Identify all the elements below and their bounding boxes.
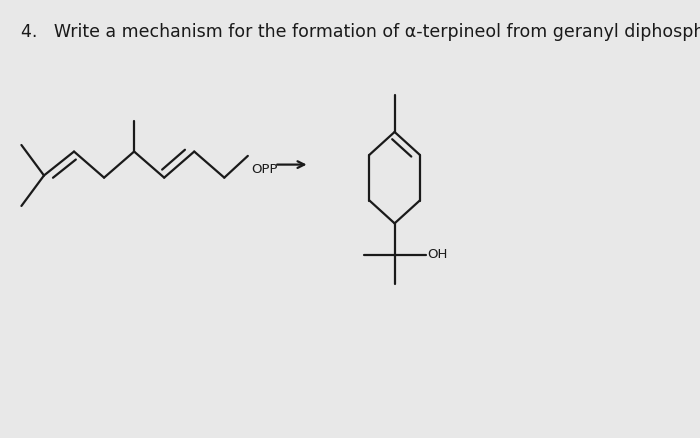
Text: OH: OH — [428, 248, 448, 261]
Text: 4.   Write a mechanism for the formation of α-terpineol from geranyl diphosphate: 4. Write a mechanism for the formation o… — [22, 23, 700, 41]
Text: OPP: OPP — [251, 163, 277, 176]
